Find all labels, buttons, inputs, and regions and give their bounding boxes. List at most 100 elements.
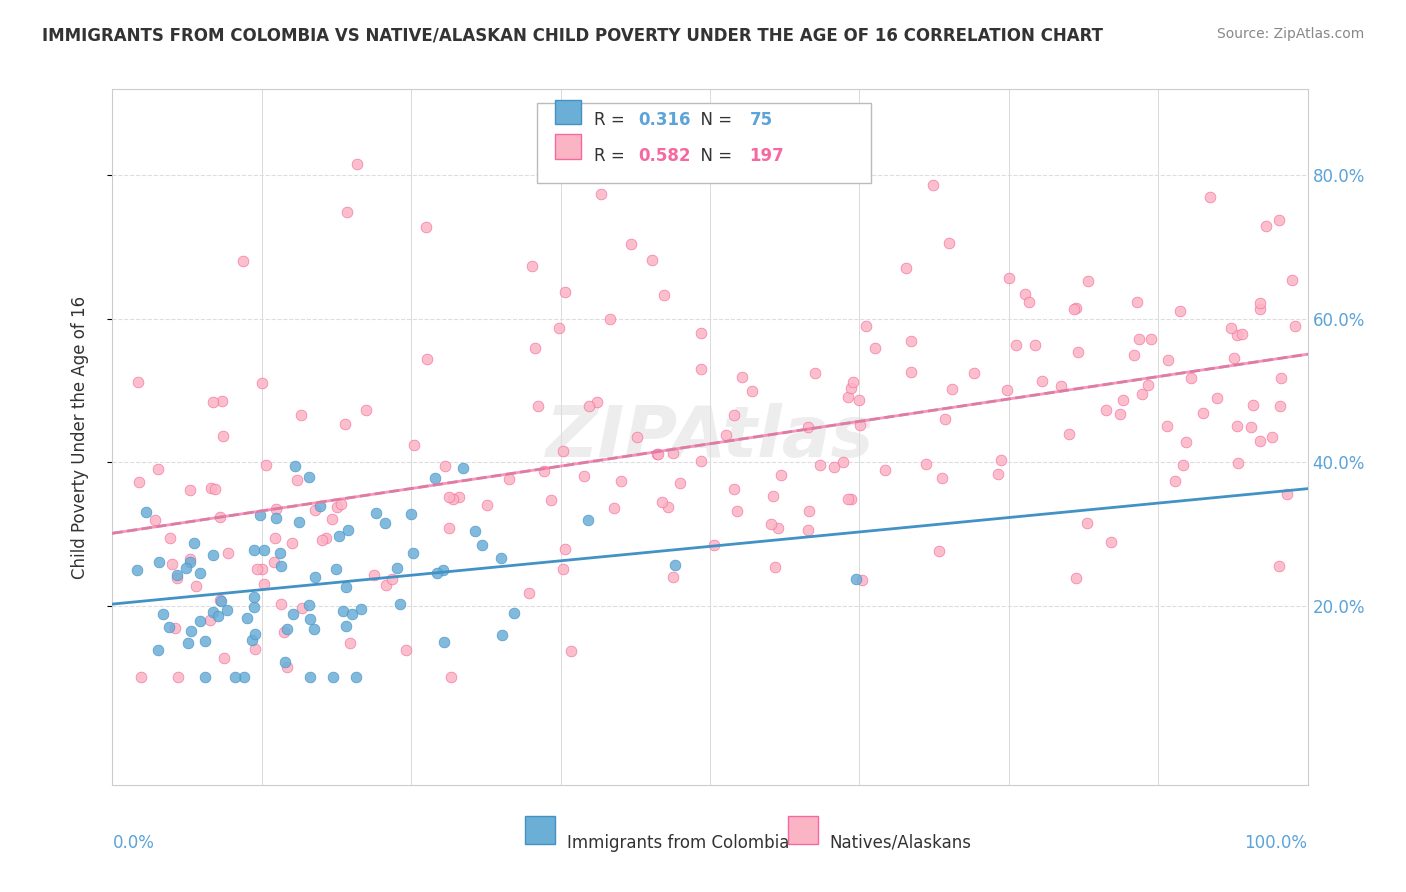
Point [240, 633, 263, 648]
Point [204, 482, 226, 496]
Point [340, 607, 363, 622]
Point [425, 566, 447, 581]
Point [576, 513, 599, 527]
Point [236, 611, 259, 625]
Point [547, 320, 569, 334]
Point [498, 472, 520, 486]
Point [1164, 474, 1187, 488]
Point [249, 508, 271, 523]
Point [620, 236, 643, 251]
Point [273, 624, 295, 639]
Point [395, 643, 418, 657]
Point [762, 489, 785, 503]
Point [1268, 558, 1291, 573]
Point [127, 375, 149, 389]
Point [1066, 345, 1088, 359]
Point [243, 627, 266, 641]
Point [253, 543, 276, 558]
Point [849, 417, 872, 432]
Point [209, 594, 232, 608]
Point [1136, 378, 1159, 392]
Point [842, 375, 865, 389]
Point [1077, 274, 1099, 288]
Point [212, 429, 235, 443]
Point [264, 501, 287, 516]
Y-axis label: Child Poverty Under the Age of 16: Child Poverty Under the Age of 16 [70, 295, 89, 579]
Point [290, 408, 312, 422]
Point [388, 598, 411, 612]
Point [1205, 391, 1227, 405]
Point [1128, 332, 1150, 346]
Point [232, 670, 254, 684]
Point [288, 515, 311, 529]
Point [524, 342, 547, 356]
Point [201, 549, 224, 563]
Point [363, 568, 385, 582]
Point [995, 383, 1018, 397]
Point [298, 611, 321, 625]
Point [1140, 332, 1163, 346]
Point [354, 403, 377, 417]
Bar [554, 135, 581, 159]
Point [284, 459, 307, 474]
Text: Natives/Alaskans: Natives/Alaskans [830, 834, 972, 852]
Point [281, 536, 304, 550]
Point [768, 520, 790, 534]
Point [589, 187, 612, 202]
Point [217, 603, 239, 617]
Point [200, 481, 222, 495]
Point [135, 504, 157, 518]
Point [837, 390, 859, 404]
Point [443, 492, 465, 507]
Point [1168, 303, 1191, 318]
Point [201, 605, 224, 619]
Point [127, 563, 149, 577]
Point [437, 490, 460, 504]
Point [900, 334, 922, 348]
Point [325, 561, 347, 575]
Point [423, 470, 446, 484]
Point [839, 381, 862, 395]
Point [626, 430, 648, 444]
Point [246, 562, 269, 576]
Point [212, 651, 235, 665]
Point [741, 384, 763, 398]
Point [232, 253, 254, 268]
Point [157, 620, 180, 634]
Text: 75: 75 [749, 112, 772, 129]
Point [489, 550, 512, 565]
Point [1018, 295, 1040, 310]
Point [250, 376, 273, 390]
Point [1063, 301, 1085, 316]
Point [998, 271, 1021, 285]
Point [848, 392, 870, 407]
Point [863, 341, 886, 355]
Point [987, 467, 1010, 481]
Point [243, 642, 266, 657]
Point [143, 513, 166, 527]
Point [1126, 294, 1149, 309]
Point [321, 512, 343, 526]
Point [269, 546, 291, 560]
Point [851, 573, 873, 587]
Point [1076, 516, 1098, 531]
Point [131, 670, 153, 684]
Point [651, 495, 673, 509]
Point [796, 420, 818, 434]
Point [346, 157, 368, 171]
Point [503, 607, 526, 621]
Point [572, 468, 595, 483]
Text: ZIPAtlas: ZIPAtlas [546, 402, 875, 472]
Point [302, 623, 325, 637]
Point [690, 362, 713, 376]
Point [1066, 571, 1088, 585]
Point [1254, 219, 1277, 233]
Point [1249, 434, 1271, 448]
Point [333, 417, 356, 432]
Point [725, 504, 748, 518]
Point [285, 473, 308, 487]
Point [180, 624, 202, 639]
Point [274, 655, 297, 669]
Point [1281, 273, 1303, 287]
Point [270, 597, 292, 611]
